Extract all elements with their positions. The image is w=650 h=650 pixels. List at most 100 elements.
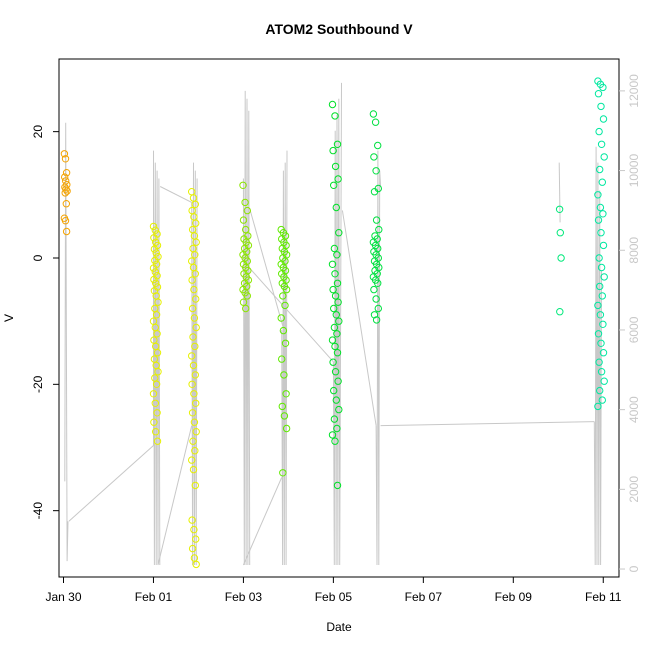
data-point <box>335 405 343 414</box>
data-point <box>594 90 603 98</box>
data-point <box>282 285 291 294</box>
data-point <box>597 229 605 237</box>
data-point <box>332 311 340 319</box>
data-point <box>277 314 285 322</box>
data-point <box>62 185 70 193</box>
data-point <box>192 219 200 227</box>
data-point <box>189 465 198 474</box>
data-point <box>190 390 198 398</box>
data-point <box>335 317 343 325</box>
data-point <box>191 251 199 259</box>
data-point <box>189 437 197 445</box>
data-point <box>152 279 160 287</box>
data-point <box>596 165 604 174</box>
data-point <box>330 244 339 253</box>
data-point <box>153 437 162 445</box>
y2-tick-label: 10000 <box>627 154 641 188</box>
data-point <box>594 216 603 224</box>
data-point <box>329 146 337 155</box>
data-point <box>243 206 252 215</box>
secondary-line-segment <box>249 210 285 331</box>
x-tick-label: Feb 03 <box>225 590 263 604</box>
data-point <box>188 304 197 313</box>
data-point <box>62 200 71 208</box>
data-point <box>595 358 603 366</box>
secondary-line-segment <box>64 122 69 562</box>
data-point <box>190 525 198 534</box>
data-point <box>597 140 606 149</box>
data-point <box>328 260 337 268</box>
data-point <box>188 276 196 284</box>
data-point <box>62 169 71 177</box>
x-tick-label: Feb 11 <box>585 590 622 604</box>
secondary-line-segment <box>281 150 288 566</box>
data-point <box>149 222 158 231</box>
data-point <box>192 535 200 543</box>
y-tick-label: -40 <box>31 502 45 520</box>
data-point <box>63 187 71 195</box>
data-point <box>372 295 380 303</box>
data-point <box>192 399 200 407</box>
data-point <box>329 285 337 294</box>
data-point <box>555 205 564 214</box>
data-point <box>62 227 71 236</box>
data-point <box>596 311 605 319</box>
data-point <box>328 336 337 344</box>
data-point <box>281 339 290 347</box>
secondary-line-segment <box>375 150 382 566</box>
y2-tick-label: 6000 <box>627 316 641 343</box>
data-point <box>192 323 200 332</box>
x-tick-label: Feb 07 <box>405 590 443 604</box>
data-point <box>152 249 160 257</box>
x-axis: Jan 30 Feb 01 Feb 03 Feb 05 Feb 07 Feb 09 Feb … <box>45 577 622 604</box>
y-tick-label: 0 <box>31 254 45 261</box>
data-point <box>150 234 158 242</box>
secondary-line-segment <box>332 82 342 566</box>
data-point <box>61 155 70 163</box>
data-point <box>149 390 158 398</box>
data-point <box>332 396 340 404</box>
data-point <box>153 409 161 417</box>
data-point <box>331 162 340 171</box>
data-point <box>279 292 287 300</box>
data-point <box>331 292 340 300</box>
data-point <box>151 399 160 407</box>
plot-frame <box>58 58 620 578</box>
data-point <box>189 361 198 370</box>
data-point <box>188 516 196 524</box>
data-point <box>152 380 161 388</box>
data-point <box>369 110 378 118</box>
data-point <box>331 368 340 376</box>
data-point <box>334 298 342 306</box>
data-point <box>370 311 379 319</box>
data-point <box>243 292 252 300</box>
secondary-line-segment <box>247 265 334 363</box>
data-point <box>154 298 162 306</box>
data-point <box>153 349 162 357</box>
data-point <box>279 469 287 477</box>
data-point <box>594 191 602 199</box>
data-point <box>281 301 289 310</box>
data-point <box>334 175 342 183</box>
data-point <box>61 183 69 191</box>
y-axis: -40 -20 0 20 <box>31 125 59 520</box>
data-point <box>374 304 382 313</box>
data-point <box>190 285 198 294</box>
data-point <box>328 431 337 439</box>
data-point <box>192 428 200 436</box>
data-point <box>279 326 288 335</box>
y-tick-label: -20 <box>31 375 45 393</box>
y2-tick-label: 0 <box>627 565 641 572</box>
data-point <box>372 316 381 324</box>
y-axis-label: V <box>2 314 16 322</box>
data-point <box>330 323 339 332</box>
data-point <box>151 256 159 265</box>
data-point <box>596 282 604 291</box>
data-point <box>150 287 159 295</box>
data-point <box>600 273 608 281</box>
data-point <box>371 118 380 126</box>
data-point <box>597 102 605 111</box>
data-point <box>282 424 291 433</box>
data-point <box>374 279 382 287</box>
data-point <box>191 447 199 455</box>
